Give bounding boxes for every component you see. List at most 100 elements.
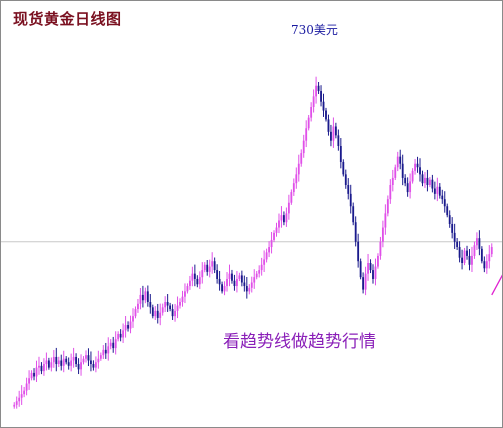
- candle-body: [191, 273, 194, 281]
- candle-body: [223, 286, 226, 292]
- candle-body: [82, 358, 85, 363]
- candle-body: [270, 239, 273, 248]
- candle-body: [386, 199, 389, 214]
- candle-body: [134, 309, 137, 317]
- candle-body: [339, 146, 342, 162]
- trendline-uptrend: [491, 274, 502, 296]
- candle-body: [141, 294, 144, 301]
- candle-body: [414, 163, 416, 171]
- candle-body: [213, 261, 216, 271]
- candle-body: [137, 303, 139, 310]
- candle-body: [438, 186, 441, 196]
- candle-body: [62, 358, 65, 366]
- candle-body: [226, 278, 228, 287]
- candle-body: [94, 362, 97, 368]
- candle-body: [196, 278, 199, 285]
- candle-body: [156, 310, 159, 318]
- candle-body: [275, 227, 278, 233]
- peak-annotation: 730美元: [291, 23, 338, 37]
- candle-body: [317, 85, 320, 92]
- candle-body: [245, 286, 248, 292]
- candle-body: [391, 177, 394, 185]
- candle-body: [364, 273, 367, 290]
- candle-body: [426, 177, 429, 185]
- candle-body: [258, 270, 261, 274]
- candle-body: [312, 96, 315, 107]
- candle-body: [104, 349, 107, 354]
- candle-body: [428, 179, 431, 185]
- candle-body: [320, 91, 322, 102]
- candle-body: [285, 213, 288, 223]
- caption-annotation: 看趋势线做趋势行情: [223, 332, 376, 352]
- candle-body: [357, 241, 360, 262]
- candle-body: [404, 177, 407, 184]
- candle-body: [268, 247, 271, 253]
- candle-body: [203, 264, 206, 271]
- candle-body: [347, 185, 350, 194]
- candle-body: [406, 183, 409, 193]
- candle-body: [233, 280, 236, 287]
- candle-body: [359, 261, 362, 278]
- candle-body: [28, 378, 31, 384]
- candle-body: [458, 247, 461, 258]
- candle-body: [330, 131, 332, 141]
- candle-body: [473, 245, 476, 256]
- candle-body: [218, 278, 221, 285]
- candle-body: [231, 273, 233, 281]
- candle-body: [146, 291, 149, 302]
- candle-body: [102, 349, 105, 356]
- candle-body: [441, 195, 444, 200]
- candle-body: [193, 273, 196, 279]
- candle-body: [411, 170, 414, 182]
- candle-body: [263, 259, 266, 265]
- candle-body: [67, 362, 70, 366]
- candle-body: [443, 199, 446, 207]
- candle-body: [354, 222, 357, 242]
- candle-body: [471, 255, 473, 265]
- candle-body: [250, 282, 253, 288]
- candle-body: [369, 263, 372, 271]
- candle-body: [149, 302, 152, 308]
- candle-body: [50, 362, 53, 368]
- candle-body: [332, 126, 335, 141]
- candle-body: [478, 238, 481, 249]
- candle-body: [206, 264, 209, 272]
- candle-body: [40, 365, 43, 372]
- candle-body: [433, 188, 436, 194]
- candle-body: [421, 174, 424, 184]
- candle-body: [90, 360, 92, 365]
- candle-body: [409, 181, 412, 193]
- candle-body: [453, 232, 456, 242]
- candle-body: [468, 255, 471, 265]
- candle-body: [18, 397, 21, 402]
- candle-body: [307, 117, 310, 129]
- candle-body: [35, 367, 38, 377]
- candle-body: [399, 156, 402, 164]
- candle-body: [295, 174, 298, 184]
- candle-body: [436, 186, 439, 194]
- candle-body: [161, 307, 164, 313]
- candle-body: [310, 107, 313, 118]
- candle-body: [302, 140, 305, 154]
- candle-body: [451, 224, 454, 233]
- candle-body: [127, 325, 129, 329]
- candle-body: [260, 264, 263, 271]
- candle-body: [85, 355, 87, 359]
- candle-body: [25, 383, 28, 391]
- candle-body: [151, 307, 154, 317]
- candle-body: [20, 394, 23, 398]
- candle-body: [334, 126, 337, 136]
- candle-body: [235, 278, 238, 287]
- candle-body: [124, 325, 127, 331]
- candle-body: [394, 167, 397, 178]
- candle-body: [211, 261, 214, 267]
- candle-body: [292, 183, 295, 193]
- candle-body: [424, 177, 426, 184]
- candle-body: [396, 156, 399, 168]
- candle-body: [401, 163, 404, 178]
- candle-body: [30, 372, 33, 379]
- candle-body: [107, 346, 110, 354]
- candle-body: [117, 333, 120, 340]
- candle-body: [419, 167, 421, 175]
